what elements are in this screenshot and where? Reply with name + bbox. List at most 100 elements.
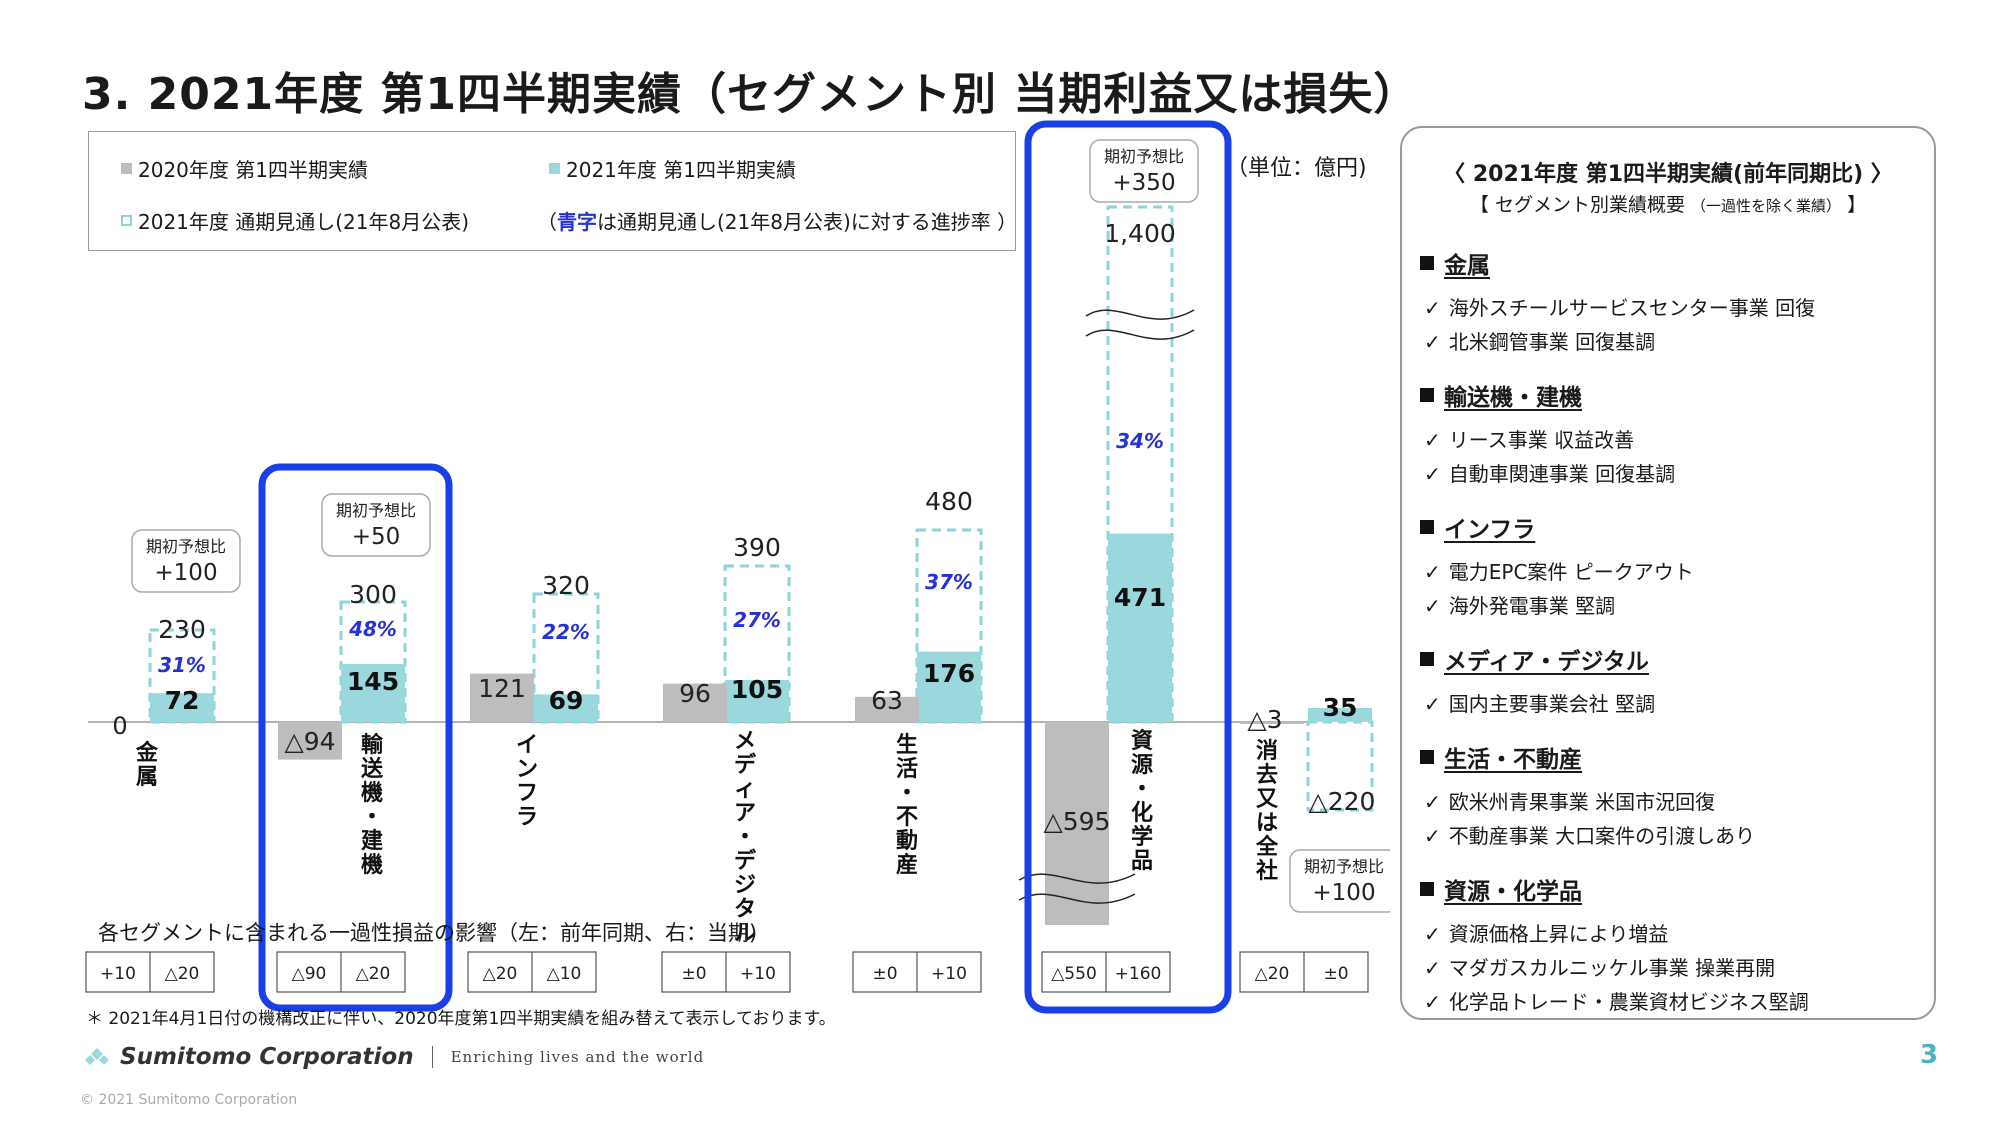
legend-item-curr: 2021年度 第1四半期実績 [549,154,796,183]
forecast-value-label: 320 [542,571,590,600]
one-off-caption: 各セグメントに含まれる一過性損益の影響（左：前年同期、右：当期) [98,921,758,945]
category-label: 金属 [135,740,159,790]
summary-item-text: リース事業 収益改善 [1448,428,1635,452]
checkmark-icon: ✓ [1424,692,1441,716]
vs-initial-value: +100 [1312,880,1375,906]
checkmark-icon: ✓ [1424,462,1441,486]
summary-subtitle: 【 セグメント別業績概要 （一過性を除く業績） 】 [1402,190,1934,217]
summary-item: ✓ リース事業 収益改善 [1424,424,1634,453]
vs-initial-caption: 期初予想比 [1304,857,1384,876]
one-off-curr: +10 [740,964,776,984]
previous-value-label: 63 [871,686,903,715]
legend-label-forecast: 2021年度 通期見通し(21年8月公表) [138,210,470,234]
section-title: 輸送機・建機 [1444,385,1582,411]
legend: 2020年度 第1四半期実績 2021年度 第1四半期実績 2021年度 通期見… [88,131,1017,251]
summary-item-text: 資源価格上昇により増益 [1448,922,1669,946]
summary-item: ✓ 資源価格上昇により増益 [1424,918,1668,947]
highlight-frame-transport [258,463,453,1012]
vs-initial-callout [321,493,431,557]
summary-item-text: 国内主要事業会社 堅調 [1448,692,1656,716]
summary-title: 〈 2021年度 第1四半期実績(前年同期比) 〉 [1443,162,1893,187]
zero-axis-label: 0 [112,712,127,740]
summary-item-text: 電力EPC案件 ピークアウト [1448,560,1694,584]
one-off-prev: △20 [483,964,518,984]
progress-rate-label: 37% [925,570,973,594]
one-off-curr: △10 [547,964,582,984]
vs-initial-callout [1089,139,1199,203]
summary-section-resources: 資源・化学品 [1420,872,1582,906]
legend-label-prev: 2020年度 第1四半期実績 [138,158,368,182]
section-bullet-icon [1420,652,1434,666]
category-label: 資源・化学品 [1131,728,1153,874]
vs-initial-value: +100 [154,560,217,586]
summary-subtitle-small: （一過性を除く業績） [1691,197,1842,215]
category-label: インフラ [516,733,538,830]
summary-panel: 〈 2021年度 第1四半期実績(前年同期比) 〉 【 セグメント別業績概要 （… [1400,126,1936,1020]
summary-item: ✓ 国内主要事業会社 堅調 [1424,688,1655,717]
checkmark-icon: ✓ [1424,824,1441,848]
legend-swatch-curr [549,163,560,174]
vs-initial-value: +350 [1112,170,1175,196]
legend-item-prev: 2020年度 第1四半期実績 [121,154,368,183]
summary-item: ✓ 欧米州青果事業 米国市況回復 [1424,786,1715,815]
previous-value-label: △94 [284,727,335,756]
previous-bar [855,696,919,722]
page-number: 3 [1920,1040,1939,1070]
summary-item-text: 海外スチールサービスセンター事業 回復 [1448,296,1816,320]
checkmark-icon: ✓ [1424,922,1441,946]
checkmark-icon: ✓ [1424,560,1441,584]
checkmark-icon: ✓ [1424,956,1441,980]
progress-rate-label: 22% [542,620,590,644]
axis-break-mark [1085,309,1195,320]
checkmark-icon: ✓ [1424,330,1441,354]
summary-item: ✓ マダガスカルニッケル事業 操業再開 [1424,952,1775,981]
summary-item: ✓ 海外発電事業 堅調 [1424,590,1615,619]
summary-item: ✓ 海外スチールサービスセンター事業 回復 [1424,292,1815,321]
summary-item: ✓ 化学品トレード・農業資材ビジネス堅調 [1424,986,1809,1015]
summary-item: ✓ 北米鋼管事業 回復基調 [1424,326,1655,355]
vs-initial-caption: 期初予想比 [146,537,226,556]
previous-bar [278,722,342,760]
unit-label: （単位：億円) [1226,156,1367,181]
copyright: © 2021 Sumitomo Corporation [80,1092,298,1108]
forecast-value-label: △220 [1309,787,1376,816]
summary-subtitle-main: 【 セグメント別業績概要 [1469,194,1685,216]
previous-value-label: △3 [1247,705,1282,734]
segment-bar-chart: 0 230 72 31% 300 145 △94 48% 320 69 121 22% 390 105 96… [85,120,1390,1014]
summary-subtitle-end: 】 [1847,194,1867,216]
checkmark-icon: ✓ [1424,296,1441,320]
category-label: 消去又は全社 [1255,739,1279,884]
vs-initial-value: +50 [352,524,401,550]
current-bar [1308,708,1372,722]
summary-section-media: メディア・デジタル [1420,642,1649,676]
forecast-value-label: 300 [349,580,397,609]
legend-progress-blue: 青字 [557,210,597,234]
section-title: 資源・化学品 [1444,879,1582,905]
one-off-prev: △20 [1255,964,1290,984]
vs-initial-caption: 期初予想比 [336,501,416,520]
summary-item: ✓ 不動産事業 大口案件の引渡しあり [1424,820,1755,849]
current-bar [725,680,789,722]
highlight-frame-resources [1024,120,1232,1014]
previous-bar [470,673,534,722]
checkmark-icon: ✓ [1424,790,1441,814]
one-off-curr: △20 [165,964,200,984]
current-value-label: 176 [923,659,975,688]
summary-item-text: 自動車関連事業 回復基調 [1448,462,1676,486]
previous-value-label: 96 [679,679,711,708]
section-title: 生活・不動産 [1444,747,1582,773]
progress-rate-label: 48% [348,617,397,641]
summary-section-metals: 金属 [1420,246,1490,280]
summary-item-text: 海外発電事業 堅調 [1448,594,1616,618]
brand-tagline: Enriching lives and the world [450,1048,705,1066]
current-bar [534,694,598,722]
progress-rate-label: 27% [733,608,781,632]
one-off-curr: ±0 [1323,964,1348,984]
section-title: メディア・デジタル [1444,649,1649,675]
summary-item-text: 北米鋼管事業 回復基調 [1448,330,1656,354]
current-bar [917,651,981,722]
current-value-label: 72 [165,686,200,715]
section-bullet-icon [1420,750,1434,764]
one-off-curr: +160 [1115,964,1162,984]
section-bullet-icon [1420,520,1434,534]
